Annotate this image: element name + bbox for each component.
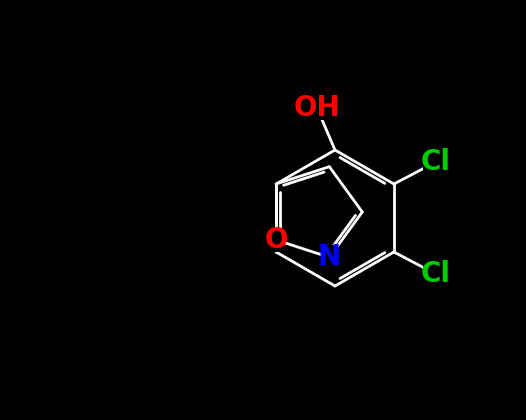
Text: Cl: Cl xyxy=(421,260,451,288)
FancyBboxPatch shape xyxy=(423,150,449,174)
FancyBboxPatch shape xyxy=(323,245,336,269)
FancyBboxPatch shape xyxy=(423,262,449,286)
Text: O: O xyxy=(265,226,288,254)
Text: Cl: Cl xyxy=(421,148,451,176)
Text: OH: OH xyxy=(294,94,340,122)
FancyBboxPatch shape xyxy=(304,96,330,120)
FancyBboxPatch shape xyxy=(270,228,282,252)
Text: N: N xyxy=(318,243,341,271)
